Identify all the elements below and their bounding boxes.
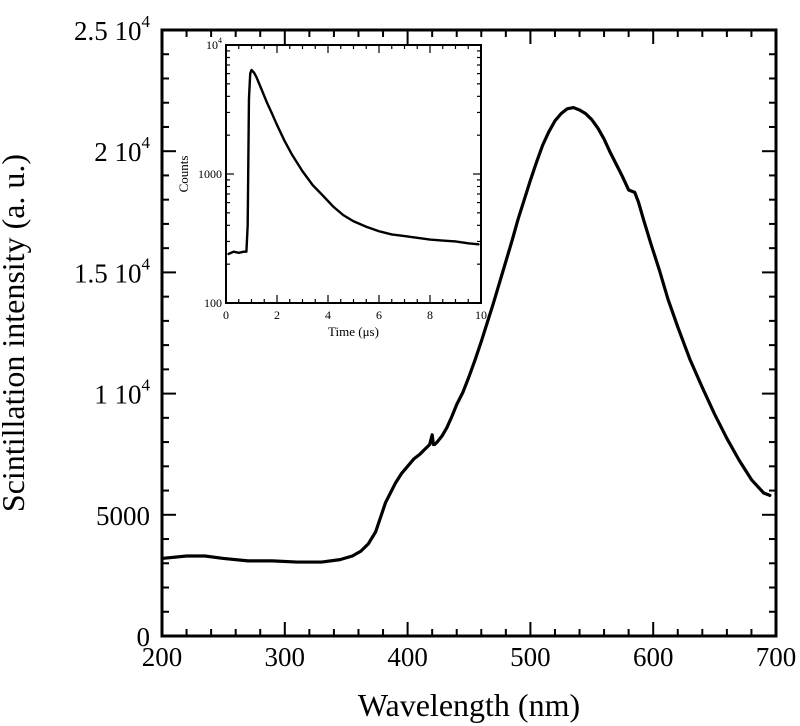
main-x-tick-label: 600 [633, 642, 674, 672]
main-y-tick-label-exponent: 4 [142, 133, 151, 152]
main-x-tick-label: 700 [756, 642, 797, 672]
inset-y-tick-label: 100 [204, 296, 222, 310]
inset-x-tick-label: 0 [223, 308, 229, 322]
main-x-axis-label: Wavelength (nm) [358, 687, 580, 723]
main-y-tick-label-mantissa: 0 [137, 622, 151, 652]
main-y-tick-label: 1 104 [94, 376, 150, 410]
inset-y-tick-label: 1000 [198, 167, 222, 181]
main-y-tick-label-mantissa: 2 10 [94, 137, 141, 167]
main-y-tick-label: 1.5 104 [74, 254, 151, 288]
main-series-line [160, 105, 772, 564]
main-y-tick-label: 0 [137, 622, 151, 652]
main-y-tick-label: 5000 [96, 501, 150, 531]
inset-y-tick-label-exponent: 4 [218, 36, 222, 45]
main-plot-frame [160, 28, 778, 638]
main-y-tick-label-exponent: 4 [142, 12, 151, 31]
inset-y-tick-label-mantissa: 10 [206, 38, 218, 52]
inset-y-axis-label: Counts [176, 156, 191, 193]
main-x-tick-label: 400 [387, 642, 428, 672]
inset-x-tick-label: 4 [325, 308, 331, 322]
inset-series-line [227, 68, 480, 256]
inset-x-tick-label: 10 [475, 308, 487, 322]
main-y-tick-label-mantissa: 5000 [96, 501, 150, 531]
main-x-tick-label: 200 [142, 642, 183, 672]
inset-plot-frame [225, 44, 482, 304]
main-y-tick-label-exponent: 4 [142, 376, 151, 395]
inset-y-tick-label-mantissa: 1000 [198, 167, 222, 181]
inset-y-tick-label: 104 [206, 36, 222, 52]
main-x-tick-label: 500 [510, 642, 551, 672]
main-y-tick-label: 2 104 [94, 133, 150, 167]
inset-x-tick-label: 6 [376, 308, 382, 322]
main-y-tick-label-mantissa: 1 10 [94, 380, 141, 410]
inset-x-axis-label: Time (μs) [328, 324, 379, 339]
main-y-axis-label: Scintillation intensity (a. u.) [0, 154, 31, 512]
inset-x-tick-label: 8 [427, 308, 433, 322]
inset-y-tick-label-mantissa: 100 [204, 296, 222, 310]
main-x-tick-label: 300 [265, 642, 306, 672]
main-y-tick-label-exponent: 4 [142, 254, 151, 273]
inset-x-tick-label: 2 [274, 308, 280, 322]
main-y-tick-label-mantissa: 1.5 10 [74, 258, 142, 288]
main-y-tick-label: 2.5 104 [74, 12, 151, 46]
main-y-tick-label-mantissa: 2.5 10 [74, 16, 142, 46]
